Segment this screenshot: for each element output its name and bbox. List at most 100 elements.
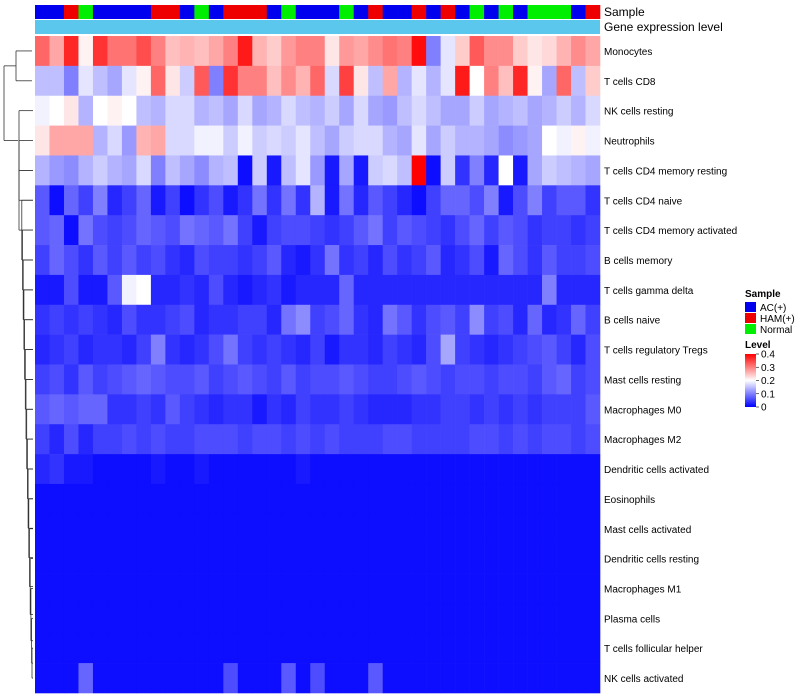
heatmap-cell: [368, 245, 383, 276]
heatmap-cell: [179, 394, 195, 425]
heatmap-cell: [527, 215, 543, 246]
heatmap-cell: [469, 394, 485, 425]
heatmap-cell: [194, 603, 210, 634]
heatmap-cell: [266, 454, 282, 485]
heatmap-cell: [223, 483, 239, 515]
heatmap-cell: [35, 125, 50, 156]
heatmap-cell: [35, 364, 50, 395]
heatmap-cell: [527, 483, 543, 515]
heatmap-cell: [92, 95, 108, 126]
heatmap-cell: [266, 274, 282, 306]
gene-expression-annotation-bar: [35, 20, 600, 34]
heatmap-cell: [426, 454, 441, 485]
heatmap-cell: [571, 573, 586, 604]
heatmap-cell: [411, 543, 427, 574]
heatmap-cell: [252, 454, 268, 485]
heatmap-cell: [455, 155, 470, 186]
heatmap-cell: [339, 274, 355, 306]
heatmap-cell: [382, 274, 398, 306]
heatmap-cell: [266, 125, 282, 156]
heatmap-cell: [498, 633, 514, 664]
heatmap-cell: [513, 543, 528, 574]
heatmap-cell: [121, 394, 137, 425]
heatmap-cell: [165, 155, 181, 186]
heatmap-cell: [63, 304, 79, 335]
heatmap-cell: [208, 155, 224, 186]
heatmap-cell: [397, 483, 412, 515]
heatmap-cell: [469, 245, 485, 276]
row-dendrogram: [3, 50, 33, 679]
heatmap-cell: [223, 95, 239, 126]
heatmap-cell: [382, 364, 398, 395]
heatmap-cell: [455, 274, 470, 306]
heatmap-cell: [585, 633, 601, 664]
heatmap-cell: [527, 304, 543, 335]
heatmap-cell: [310, 483, 326, 515]
heatmap-cell: [92, 394, 108, 425]
row-label: Macrophages M1: [604, 584, 682, 595]
sample-annotation-cell: [440, 5, 456, 19]
heatmap-cell: [368, 304, 383, 335]
heatmap-cell: [136, 364, 152, 395]
heatmap-cell: [571, 603, 586, 634]
heatmap-cell: [92, 155, 108, 186]
sample-annotation-cell: [426, 5, 441, 19]
heatmap-cell: [136, 424, 152, 455]
heatmap-cell: [339, 543, 355, 574]
heatmap-cell: [121, 274, 137, 306]
heatmap-cell: [397, 334, 412, 365]
heatmap-cell: [310, 513, 326, 544]
sample-annotation-cell: [469, 5, 485, 19]
heatmap-cell: [223, 603, 239, 634]
row-label: Mast cells resting: [604, 375, 681, 386]
heatmap-cell: [295, 274, 311, 306]
row-label: T cells CD4 memory resting: [604, 166, 727, 177]
heatmap-cell: [440, 364, 456, 395]
heatmap-cell: [469, 185, 485, 216]
heatmap-cell: [353, 364, 369, 395]
heatmap-cell: [310, 245, 326, 276]
heatmap-cell: [49, 334, 65, 365]
heatmap-cell: [484, 274, 499, 306]
heatmap-cell: [585, 155, 601, 186]
sample-annotation-cell: [35, 5, 50, 19]
heatmap-cell: [63, 364, 79, 395]
heatmap-cell: [136, 394, 152, 425]
heatmap-cell: [49, 483, 65, 515]
heatmap-cell: [223, 36, 239, 67]
heatmap-cell: [455, 304, 470, 335]
heatmap-cell: [63, 334, 79, 365]
heatmap-cell: [455, 633, 470, 664]
heatmap-cell: [484, 215, 499, 246]
heatmap-cell: [107, 155, 123, 186]
heatmap-cell: [310, 454, 326, 485]
heatmap-cell: [527, 36, 543, 67]
heatmap-cell: [571, 65, 586, 97]
heatmap-cell: [63, 36, 79, 67]
heatmap-cell: [208, 65, 224, 97]
heatmap-cell: [78, 394, 94, 425]
heatmap-cell: [266, 95, 282, 126]
heatmap-cell: [179, 215, 195, 246]
heatmap-cell: [426, 424, 441, 455]
heatmap-cell: [527, 633, 543, 664]
heatmap-cell: [571, 663, 586, 694]
heatmap-cell: [208, 633, 224, 664]
heatmap-cell: [194, 543, 210, 574]
heatmap-cell: [295, 633, 311, 664]
heatmap-cell: [121, 633, 137, 664]
heatmap-cell: [121, 125, 137, 156]
heatmap-cell: [339, 65, 355, 97]
heatmap-cell: [121, 95, 137, 126]
row-label: T cells CD8: [604, 77, 656, 88]
heatmap-cell: [397, 603, 412, 634]
heatmap-cell: [411, 185, 427, 216]
heatmap-cell: [107, 424, 123, 455]
heatmap-cell: [107, 334, 123, 365]
heatmap-cell: [368, 513, 383, 544]
heatmap-cell: [281, 364, 297, 395]
level-tick-label: 0.4: [761, 350, 775, 361]
heatmap-cell: [136, 513, 152, 544]
heatmap-cell: [324, 454, 340, 485]
heatmap-cell: [556, 65, 572, 97]
